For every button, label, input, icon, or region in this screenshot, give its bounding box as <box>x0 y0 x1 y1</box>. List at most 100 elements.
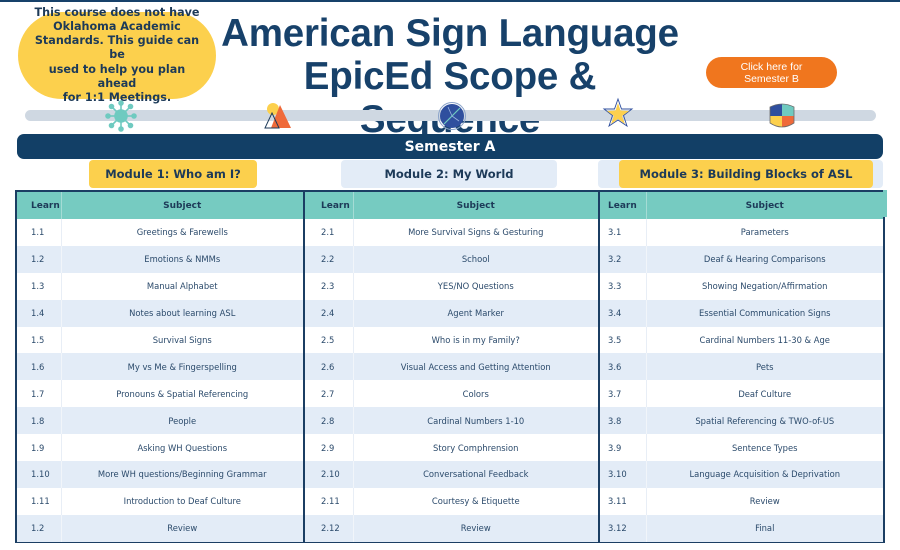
module-3-title: Module 3: Building Blocks of ASL <box>639 167 853 181</box>
table-row: 3.8 Spatial Referencing & TWO-of-US <box>600 407 883 435</box>
callout-line: used to help you plan ahead <box>48 62 186 90</box>
learn-column-header: Learn <box>600 192 647 219</box>
table-row: 1.2 Review <box>17 514 303 542</box>
table-row: 1.11 Introduction to Deaf Culture <box>17 487 303 515</box>
subject-cell: Introduction to Deaf Culture <box>123 496 241 507</box>
table-row: 1.7 Pronouns & Spatial Referencing <box>17 380 303 408</box>
learn-cell: 3.9 <box>600 434 647 462</box>
table-row: 2.8 Cardinal Numbers 1-10 <box>305 407 598 435</box>
learn-cell: 2.3 <box>305 272 354 300</box>
learn-cell: 3.4 <box>600 299 647 327</box>
learn-cell: 3.2 <box>600 245 647 273</box>
learn-cell: 1.10 <box>17 461 62 488</box>
subject-cell: Review <box>749 496 780 507</box>
module-3-label: Module 3: Building Blocks of ASL <box>619 160 873 188</box>
subject-cell: Parameters <box>740 227 789 238</box>
subject-cell: Who is in my Family? <box>431 335 520 345</box>
table-row: 1.2 Emotions & NMMs <box>17 245 303 273</box>
table-row: 3.11 Review <box>600 487 883 515</box>
title-line-1: American Sign Language <box>221 12 679 55</box>
module-1-title: Module 1: Who am I? <box>105 167 241 181</box>
learn-cell: 2.7 <box>305 380 354 408</box>
top-rule <box>0 0 900 2</box>
callout-line: This course does not have <box>34 5 200 19</box>
learn-cell: 3.10 <box>600 461 647 488</box>
semester-a-label: Semester A <box>404 138 496 155</box>
table-row: 2.5 Who is in my Family? <box>305 326 598 354</box>
table-row: 2.10 Conversational Feedback <box>305 461 598 488</box>
semester-a-banner: Semester A <box>17 134 883 159</box>
table-row: 2.3 YES/NO Questions <box>305 272 598 300</box>
subject-column-header: Subject <box>646 192 883 219</box>
table-row: 1.8 People <box>17 407 303 435</box>
shield-quadrant-icon <box>769 103 795 128</box>
star-burst-icon <box>602 97 634 128</box>
subject-cell: Manual Alphabet <box>146 281 218 292</box>
table-row: 3.3 Showing Negation/Affirmation <box>600 272 883 300</box>
subject-cell: People <box>61 407 303 435</box>
subject-cell: Greetings & Farewells <box>136 227 228 238</box>
table-header-row: Learn Subject <box>305 192 598 219</box>
standards-callout: This course does not have Oklahoma Acade… <box>18 6 216 104</box>
learn-cell: 3.8 <box>600 407 647 435</box>
table-row: 3.6 Pets <box>600 353 883 381</box>
subject-cell: Story Comphrension <box>433 442 519 453</box>
subject-cell: School <box>353 245 598 273</box>
subject-cell: Final <box>646 514 883 542</box>
semester-b-button-line-1: Click here for <box>740 60 803 73</box>
subject-cell: Notes about learning ASL <box>61 299 303 327</box>
table-row: 2.7 Colors <box>305 380 598 408</box>
subject-cell: Deaf Culture <box>738 388 792 399</box>
network-icon <box>105 100 137 132</box>
subject-cell: Review <box>61 514 303 542</box>
table-row: 3.10 Language Acquisition & Deprivation <box>600 461 883 488</box>
subject-cell: YES/NO Questions <box>437 281 514 292</box>
learn-column-header: Learn <box>305 192 354 219</box>
learn-cell: 1.11 <box>17 487 62 515</box>
learn-cell: 2.1 <box>305 219 354 246</box>
learn-cell: 3.11 <box>600 487 647 515</box>
learn-cell: 2.10 <box>305 461 354 488</box>
table-row: 2.2 School <box>305 245 598 273</box>
table-row: 1.1 Greetings & Farewells <box>17 219 303 246</box>
table-row: 2.11 Courtesy & Etiquette <box>305 487 598 515</box>
subject-cell: Courtesy & Etiquette <box>431 496 520 507</box>
semester-b-button-line-2: Semester B <box>744 72 799 85</box>
subject-cell: Cardinal Numbers 1-10 <box>353 407 598 435</box>
learn-cell: 1.2 <box>17 245 62 273</box>
table-row: 1.3 Manual Alphabet <box>17 272 303 300</box>
subject-cell: Cardinal Numbers 11-30 & Age <box>699 335 830 345</box>
subject-cell: Pets <box>646 353 883 381</box>
globe-icon <box>438 102 466 130</box>
table-row: 1.4 Notes about learning ASL <box>17 299 303 327</box>
learn-cell: 2.11 <box>305 487 354 515</box>
semester-b-button[interactable]: Click here for Semester B <box>706 57 837 88</box>
module-1-label: Module 1: Who am I? <box>89 160 257 188</box>
table-row: 1.5 Survival Signs <box>17 326 303 354</box>
subject-cell: Visual Access and Getting Attention <box>353 353 598 381</box>
learn-cell: 1.6 <box>17 353 62 381</box>
table-row: 2.1 More Survival Signs & Gesturing <box>305 219 598 246</box>
learn-cell: 1.8 <box>17 407 62 435</box>
learn-cell: 1.5 <box>17 326 62 354</box>
subject-cell: Deaf & Hearing Comparisons <box>646 245 883 273</box>
learn-cell: 1.3 <box>17 272 62 300</box>
table-row: 3.4 Essential Communication Signs <box>600 299 883 327</box>
subject-cell: Asking WH Questions <box>137 442 228 453</box>
learn-cell: 3.6 <box>600 353 647 381</box>
table-row: 3.5 Cardinal Numbers 11-30 & Age <box>600 326 883 354</box>
learn-cell: 3.12 <box>600 514 647 542</box>
table-row: 3.2 Deaf & Hearing Comparisons <box>600 245 883 273</box>
table-row: 1.9 Asking WH Questions <box>17 434 303 462</box>
learn-cell: 2.4 <box>305 299 354 327</box>
subject-column-header: Subject <box>353 192 598 219</box>
learn-cell: 2.12 <box>305 514 354 542</box>
table-header-row: Learn Subject <box>600 192 883 219</box>
subject-cell: More Survival Signs & Gesturing <box>408 227 544 238</box>
module-3-table: Learn Subject 3.1 Parameters 3.2 Deaf & He… <box>598 190 885 543</box>
header-bleed <box>883 190 887 217</box>
learn-cell: 1.7 <box>17 380 62 408</box>
learn-cell: 2.2 <box>305 245 354 273</box>
learn-cell: 2.6 <box>305 353 354 381</box>
subject-cell: Sentence Types <box>731 442 798 453</box>
